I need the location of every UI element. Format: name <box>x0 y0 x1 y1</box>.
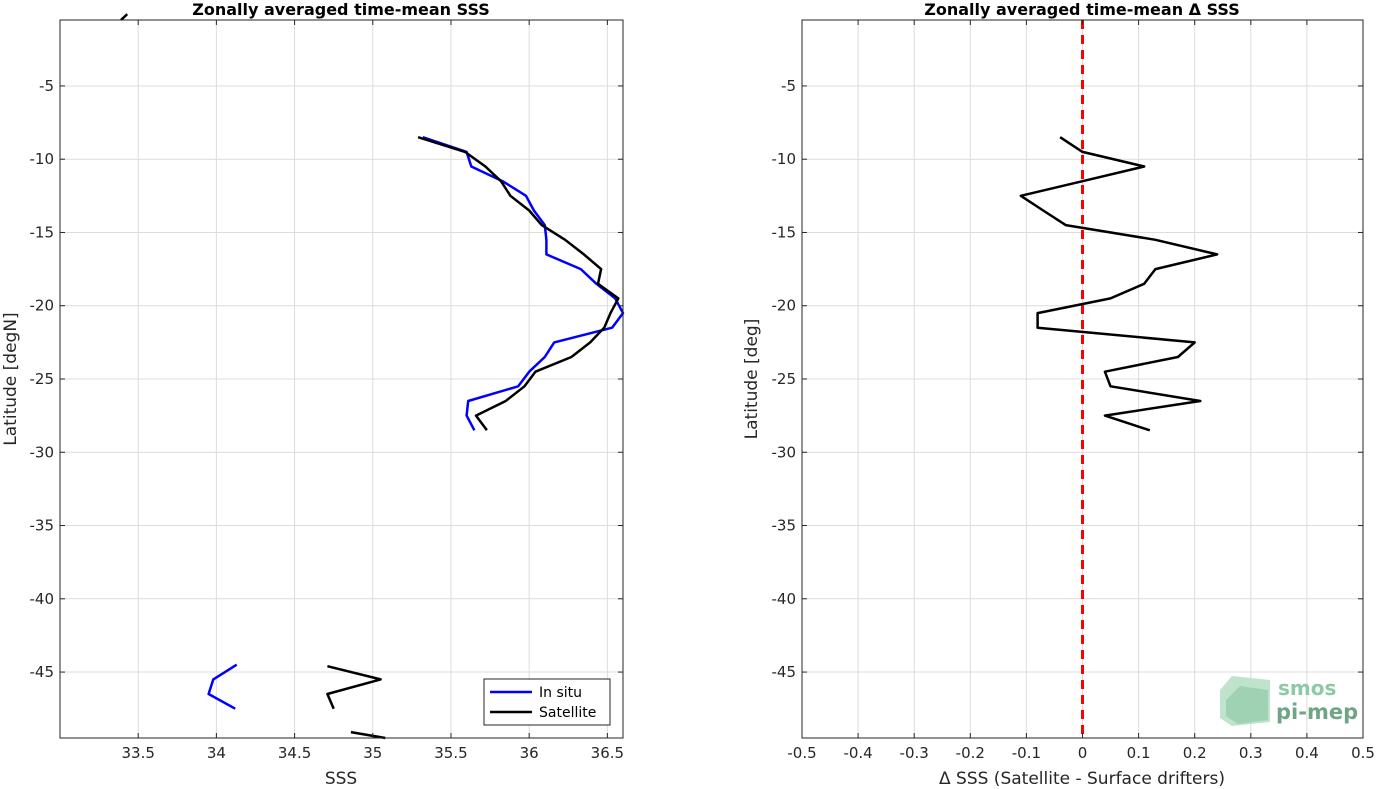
right-y-tick-label: -10 <box>772 150 797 168</box>
left-series-line-satellite <box>120 13 129 21</box>
right-x-tick-label: -0.2 <box>956 744 985 762</box>
left-y-axis-label: Latitude [degN] <box>1 312 21 445</box>
right-y-tick-label: -45 <box>772 663 797 681</box>
right-y-tick-label: -20 <box>772 297 797 315</box>
right-x-tick-label: -0.4 <box>843 744 872 762</box>
right-x-tick-label: -0.5 <box>787 744 816 762</box>
right-x-axis-label: Δ SSS (Satellite - Surface drifters) <box>939 769 1225 789</box>
left-y-tick-label: -10 <box>30 150 55 168</box>
right-x-tick-label: 0.4 <box>1295 744 1319 762</box>
left-y-tick-label: -5 <box>39 77 54 95</box>
right-series-group <box>1019 136 1219 432</box>
logo-emblem-front <box>1226 686 1268 724</box>
left-series-line-in-situ <box>207 663 238 710</box>
left-y-tick-label: -15 <box>30 223 55 241</box>
right-y-tick-label: -25 <box>772 370 797 388</box>
left-ticks: 33.5 34 34.5 35 35.5 36 36.5 -5 -10 -15 -20 -25 -30 -… <box>30 20 624 762</box>
left-series-group <box>120 13 625 740</box>
left-x-tick-label: 34 <box>207 744 226 762</box>
left-y-tick-label: -25 <box>30 370 55 388</box>
right-y-tick-label: -5 <box>781 77 796 95</box>
right-ticks: -0.5 -0.4 -0.3 -0.2 -0.1 0 0.1 0.2 0.3 0.4 0.5 -5 -1… <box>772 20 1375 762</box>
left-x-tick-label: 34.5 <box>278 744 311 762</box>
left-x-tick-label: 36 <box>520 744 539 762</box>
right-y-tick-label: -30 <box>772 443 797 461</box>
logo-text-pi-mep: pi-mep <box>1276 700 1358 724</box>
right-series-line-delta-sss <box>1019 136 1219 432</box>
left-x-tick-label: 35.5 <box>434 744 467 762</box>
left-x-tick-label: 36.5 <box>591 744 624 762</box>
right-x-tick-label: -0.1 <box>1012 744 1041 762</box>
legend-box <box>483 678 611 726</box>
left-series-line-satellite <box>350 730 386 740</box>
right-y-tick-label: -40 <box>772 590 797 608</box>
left-y-tick-label: -40 <box>30 590 55 608</box>
left-chart-title: Zonally averaged time-mean SSS <box>192 0 490 19</box>
left-x-tick-label: 35 <box>363 744 382 762</box>
right-y-tick-label: -15 <box>772 223 797 241</box>
right-x-tick-label: 0.1 <box>1127 744 1151 762</box>
left-y-tick-label: -45 <box>30 663 55 681</box>
right-y-axis-label: Latitude [deg] <box>742 319 762 440</box>
left-series-line-satellite <box>326 664 382 710</box>
right-x-tick-label: -0.3 <box>900 744 929 762</box>
right-x-tick-label: 0 <box>1078 744 1088 762</box>
legend: In situ Satellite <box>483 678 611 726</box>
right-x-tick-label: 0.3 <box>1239 744 1263 762</box>
right-x-tick-label: 0.2 <box>1183 744 1207 762</box>
legend-label-in-situ: In situ <box>539 685 582 701</box>
left-panel: 33.5 34 34.5 35 35.5 36 36.5 -5 -10 -15 -20 -25 -30 -… <box>1 0 625 789</box>
left-y-tick-label: -30 <box>30 443 55 461</box>
left-y-tick-label: -35 <box>30 517 55 535</box>
legend-label-satellite: Satellite <box>539 705 596 721</box>
left-x-tick-label: 33.5 <box>121 744 154 762</box>
right-panel: -0.5 -0.4 -0.3 -0.2 -0.1 0 0.1 0.2 0.3 0.4 0.5 -5 -1… <box>742 0 1375 789</box>
left-x-axis-label: SSS <box>325 769 357 789</box>
left-grid <box>60 20 623 738</box>
right-chart-title: Zonally averaged time-mean Δ SSS <box>924 0 1240 19</box>
right-y-tick-label: -35 <box>772 517 797 535</box>
right-x-tick-label: 0.5 <box>1351 744 1375 762</box>
logo-text-smos: smos <box>1278 676 1336 700</box>
smos-pi-mep-logo: smos pi-mep <box>1220 676 1358 726</box>
left-series-line-in-situ <box>422 136 625 431</box>
left-y-tick-label: -20 <box>30 297 55 315</box>
left-series-line-satellite <box>417 136 620 432</box>
